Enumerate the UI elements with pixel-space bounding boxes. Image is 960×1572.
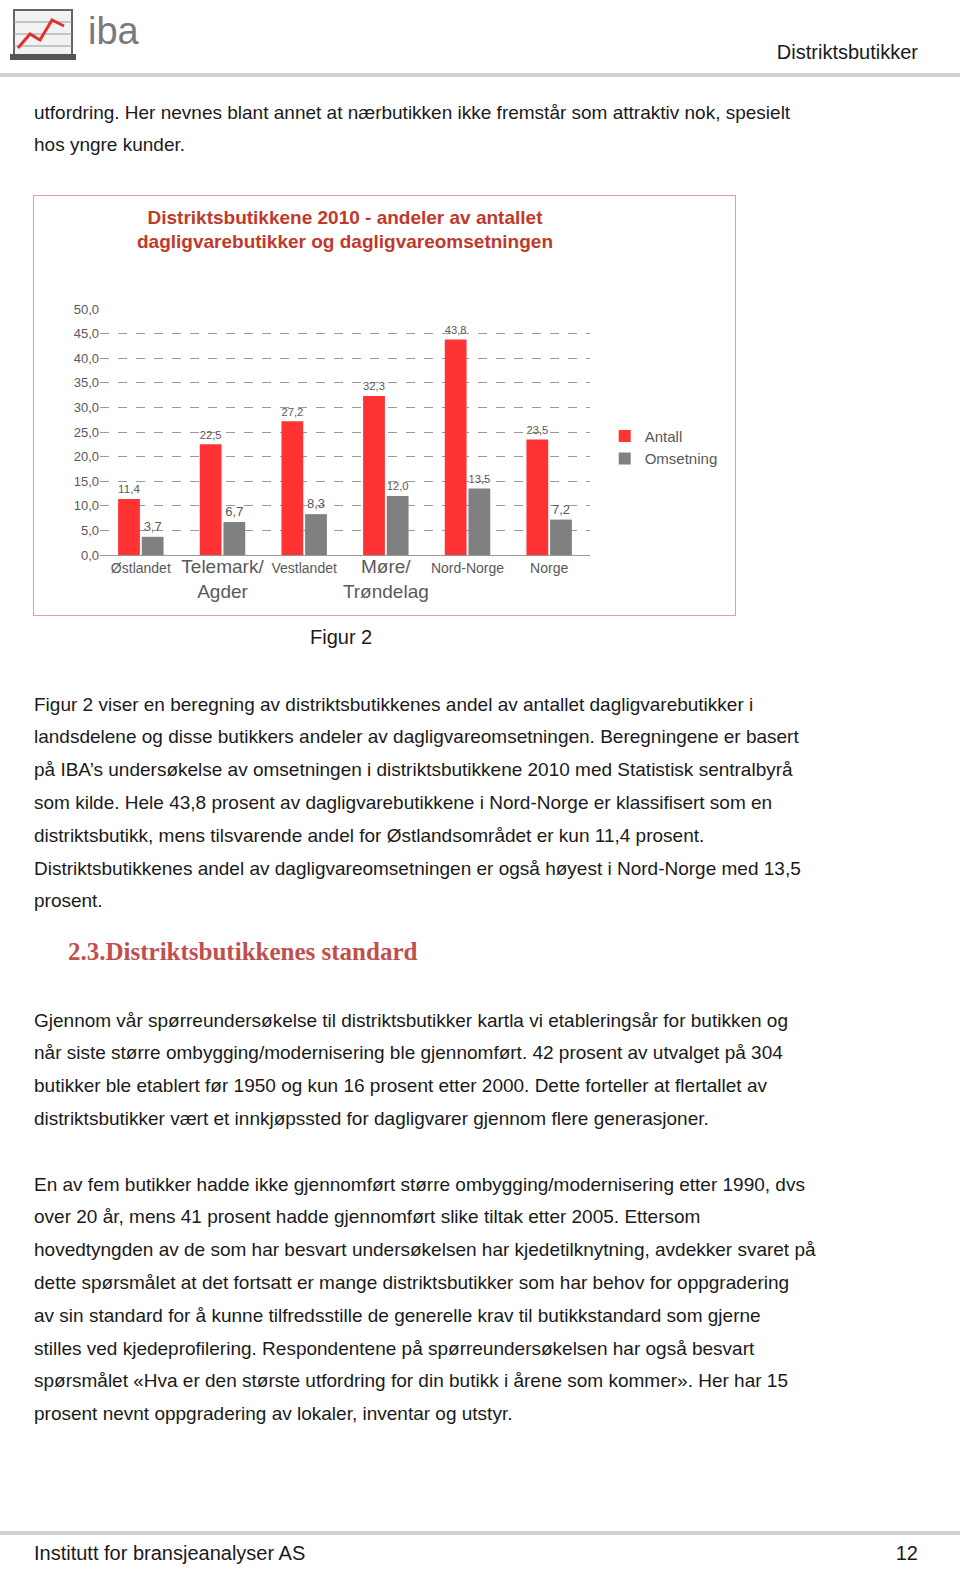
html-text:hos yngre kunder.: hos yngre kunder. [34,134,185,156]
svg-text:3,7: 3,7 [144,519,162,534]
svg-text:50,0: 50,0 [74,302,99,317]
svg-text:11,4: 11,4 [118,482,140,495]
svg-text:Omsetning: Omsetning [645,450,718,467]
svg-text:23,5: 23,5 [526,424,548,436]
html-text:En av fem butikker hadde ikke: En av fem butikker hadde ikke gjennomfør… [34,1173,805,1195]
svg-text:10,0: 10,0 [74,498,99,513]
html-text:hovedtyngden av de som har bes: hovedtyngden av de som har besvart under… [34,1239,816,1261]
html-text:Figur 2 viser en beregning av: Figur 2 viser en beregning av distriktsb… [34,693,754,715]
svg-text:32,3: 32,3 [363,380,385,392]
svg-text:8,3: 8,3 [307,496,325,511]
html-text:dette spørsmålet at det fortsa: dette spørsmålet at det fortsatt er mang… [34,1271,790,1293]
html-text:2.3.Distriktsbutikkenes standa: 2.3.Distriktsbutikkenes standard [68,938,418,965]
svg-text:Distriktsbutikkene 2010 - ande: Distriktsbutikkene 2010 - andeler av ant… [137,207,553,253]
html-text:Gjennom vår spørreundersøkelse: Gjennom vår spørreundersøkelse til distr… [34,1009,788,1031]
svg-text:Antall: Antall [645,428,683,445]
svg-text:0,0: 0,0 [81,548,99,563]
html-text:over 20 år, mens 41 prosent ha: over 20 år, mens 41 prosent hadde gjenno… [34,1206,701,1228]
html-text:på IBA’s undersøkelse av omset: på IBA’s undersøkelse av omsetningen i d… [34,759,793,781]
svg-text:22,5: 22,5 [200,429,222,441]
svg-text:35,0: 35,0 [74,375,99,390]
svg-text:Nord-Norge: Nord-Norge [431,560,504,576]
html-text:landsdelene og disse butikkers: landsdelene og disse butikkers andeler a… [34,726,799,748]
svg-text:Møre/Trøndelag: Møre/Trøndelag [343,556,429,602]
svg-text:Norge: Norge [530,560,568,576]
html-text:Institutt for bransjeanalyser: Institutt for bransjeanalyser AS [34,1542,306,1564]
svg-text:45,0: 45,0 [74,326,99,341]
svg-text:15,0: 15,0 [74,474,99,489]
svg-text:27,2: 27,2 [281,406,303,418]
html-text:12: 12 [895,1542,918,1564]
html-text:Distriktsbutikkenes andel av d: Distriktsbutikkenes andel av dagligvareo… [34,857,801,879]
html-text:spørsmålet «Hva er den største: spørsmålet «Hva er den største utfordrin… [34,1370,788,1392]
svg-text:20,0: 20,0 [74,449,99,464]
html-text:Figur 2: Figur 2 [310,626,373,648]
html-text:som kilde. Hele 43,8 prosent a: som kilde. Hele 43,8 prosent av dagligva… [34,791,773,813]
html-text:Distriktsbutikker: Distriktsbutikker [776,41,918,63]
html-text:distriktsbutikker vært et innk: distriktsbutikker vært et innkjøpssted f… [34,1107,709,1129]
svg-text:43,8: 43,8 [445,324,467,336]
html-text:stilles ved kjedeprofilering.: stilles ved kjedeprofilering. Respondent… [34,1337,755,1359]
svg-text:13,5: 13,5 [468,473,490,485]
html-text:distriktsbutikk, mens tilsvare: distriktsbutikk, mens tilsvarende andel … [34,824,705,846]
html-text:prosent nevnt oppgradering av: prosent nevnt oppgradering av lokaler, i… [34,1403,513,1425]
html-text:iba: iba [88,10,139,52]
svg-text:30,0: 30,0 [74,400,99,415]
html-text:butikker ble etablert før 1950: butikker ble etablert før 1950 og kun 16… [34,1075,767,1097]
html-text:prosent.: prosent. [34,890,103,912]
svg-text:Vestlandet: Vestlandet [271,560,336,576]
html-text:utfordring. Her nevnes blant a: utfordring. Her nevnes blant annet at næ… [34,101,791,123]
svg-text:25,0: 25,0 [74,425,99,440]
svg-text:5,0: 5,0 [81,523,99,538]
html-text:når siste større ombygging/mod: når siste større ombygging/modernisering… [34,1042,783,1064]
svg-text:7,2: 7,2 [552,502,570,517]
svg-text:40,0: 40,0 [74,351,99,366]
svg-text:Telemark/Agder: Telemark/Agder [181,556,264,602]
svg-text:12,0: 12,0 [387,480,409,492]
svg-text:Østlandet: Østlandet [111,560,171,576]
svg-text:6,7: 6,7 [225,504,243,519]
html-text:av sin standard for å kunne ti: av sin standard for å kunne tilfredsstil… [34,1304,761,1326]
